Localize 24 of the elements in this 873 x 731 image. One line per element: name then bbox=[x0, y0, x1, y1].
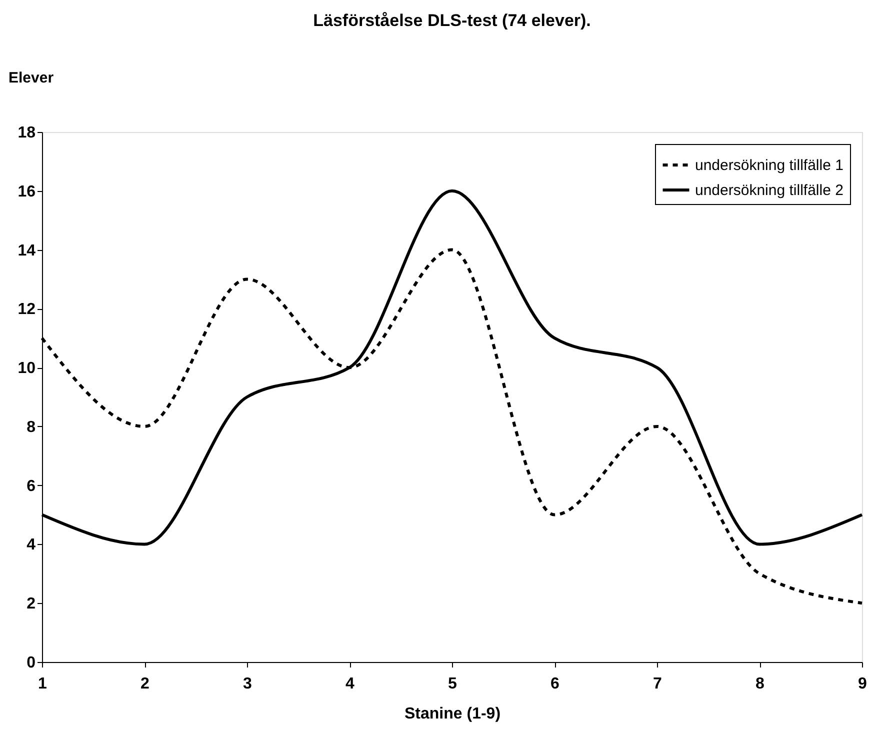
legend-label: undersökning tillfälle 1 bbox=[695, 157, 844, 174]
x-tick-label: 1 bbox=[38, 676, 48, 692]
x-tick-label: 6 bbox=[550, 676, 560, 692]
y-tick-label: 2 bbox=[26, 596, 36, 613]
x-tick-label: 8 bbox=[756, 676, 765, 692]
chart-title: Läsförståelse DLS-test (74 elever). bbox=[313, 11, 591, 30]
legend-label: undersökning tillfälle 2 bbox=[695, 182, 844, 199]
y-tick-label: 8 bbox=[26, 418, 36, 436]
x-tick-label: 5 bbox=[448, 676, 458, 692]
x-tick-label: 9 bbox=[858, 676, 868, 692]
y-tick-label: 18 bbox=[18, 124, 36, 142]
y-tick-label: 14 bbox=[18, 242, 36, 260]
x-tick-label: 3 bbox=[243, 676, 252, 692]
x-tick-label: 2 bbox=[140, 676, 150, 692]
x-tick-label: 4 bbox=[346, 676, 355, 692]
x-axis-title: Stanine (1-9) bbox=[404, 706, 501, 722]
y-axis-title: Elever bbox=[8, 70, 54, 86]
y-tick-label: 6 bbox=[26, 478, 36, 495]
y-tick-label: 10 bbox=[18, 360, 36, 378]
y-tick-label: 16 bbox=[18, 183, 36, 200]
y-tick-label: 0 bbox=[26, 654, 36, 672]
y-tick-label: 12 bbox=[18, 301, 36, 318]
y-tick-label: 4 bbox=[26, 536, 36, 554]
x-tick-label: 7 bbox=[653, 676, 662, 692]
